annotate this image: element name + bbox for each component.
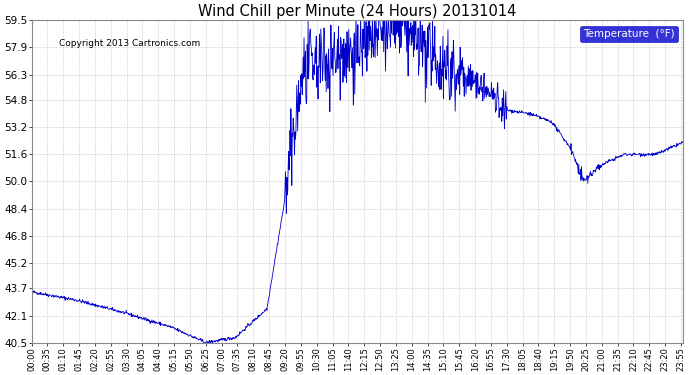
Legend: Temperature  (°F): Temperature (°F) bbox=[580, 26, 678, 42]
Text: Copyright 2013 Cartronics.com: Copyright 2013 Cartronics.com bbox=[59, 39, 200, 48]
Title: Wind Chill per Minute (24 Hours) 20131014: Wind Chill per Minute (24 Hours) 2013101… bbox=[198, 4, 516, 19]
